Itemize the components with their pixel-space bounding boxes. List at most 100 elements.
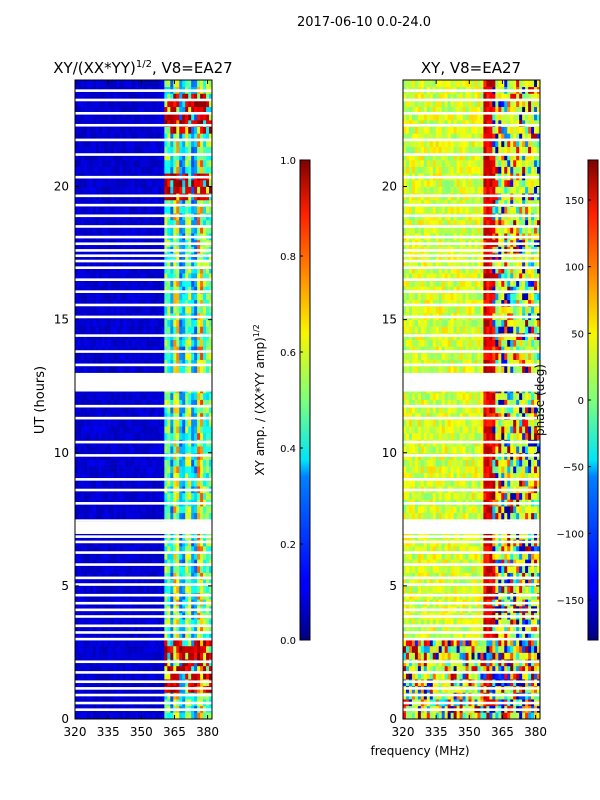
heatmap-cell (423, 712, 428, 719)
heatmap-cell (137, 399, 141, 407)
heatmap-cell (86, 166, 91, 174)
heatmap-cell (516, 665, 520, 673)
heatmap-cell (179, 559, 183, 567)
heatmap-cell (176, 159, 180, 167)
heatmap-cell (167, 133, 171, 141)
heatmap-cell (134, 186, 138, 194)
heatmap-cell (167, 166, 171, 174)
heatmap-cell (107, 459, 112, 467)
heatmap-cell (110, 665, 115, 673)
heatmap-cell (188, 299, 192, 307)
heatmap-cell (152, 459, 156, 467)
heatmap-cell (80, 153, 85, 161)
heatmap-cell (137, 585, 141, 593)
heatmap-cell (122, 133, 127, 141)
heatmap-cell (170, 199, 174, 207)
heatmap-cell (86, 565, 91, 573)
heatmap-cell (83, 99, 88, 108)
heatmap-cell (107, 559, 112, 567)
heatmap-cell (113, 352, 118, 360)
heatmap-cell (131, 126, 135, 134)
heatmap-cell (128, 512, 132, 520)
heatmap-cell (122, 652, 127, 660)
heatmap-cell (179, 273, 183, 281)
heatmap-cell (125, 459, 130, 467)
heatmap-cell (128, 259, 132, 267)
heatmap-cell (185, 339, 189, 347)
heatmap-cell (110, 133, 115, 141)
heatmap-cell (131, 572, 135, 580)
heatmap-cell (77, 585, 82, 593)
heatmap-cell (122, 392, 127, 400)
heatmap-cell (92, 639, 97, 647)
heatmap-cell (77, 632, 82, 640)
heatmap-cell (405, 652, 410, 660)
heatmap-cell (116, 459, 121, 467)
heatmap-cell (143, 139, 147, 147)
heatmap-cell (179, 419, 183, 427)
heatmap-cell (170, 585, 174, 593)
heatmap-cell (161, 472, 165, 480)
heatmap-cell (92, 346, 97, 354)
heatmap-cell (188, 146, 192, 154)
heatmap-cell (131, 506, 135, 514)
heatmap-cell (417, 712, 422, 719)
heatmap-cell (104, 645, 109, 653)
heatmap-cell (170, 672, 174, 680)
heatmap-cell (209, 426, 212, 434)
flagged-block (75, 374, 212, 392)
heatmap-cell (134, 512, 138, 520)
heatmap-cell (98, 579, 103, 587)
heatmap-cell (501, 665, 505, 673)
heatmap-cell (161, 645, 165, 653)
heatmap-cell (191, 126, 195, 134)
heatmap-cell (122, 273, 127, 281)
heatmap-cell (104, 565, 109, 573)
heatmap-cell (200, 565, 204, 573)
heatmap-cell (98, 133, 103, 141)
heatmap-cell (209, 106, 212, 114)
heatmap-cell (131, 559, 135, 567)
heatmap-cell (438, 652, 443, 660)
heatmap-cell (143, 339, 147, 347)
heatmap-cell (167, 712, 171, 719)
heatmap-cell (173, 186, 177, 194)
heatmap-cell (152, 352, 156, 360)
heatmap-cell (480, 652, 484, 660)
heatmap-cell (203, 259, 207, 267)
heatmap-cell (197, 625, 201, 633)
heatmap-cell (194, 645, 198, 653)
heatmap-cell (200, 93, 204, 101)
heatmap-cell (149, 645, 153, 653)
heatmap-cell (116, 392, 121, 400)
heatmap-cell (155, 339, 159, 347)
heatmap-cell (83, 93, 88, 101)
heatmap-cell (173, 399, 177, 407)
flagged-row (75, 203, 212, 207)
heatmap-cell (188, 106, 192, 114)
heatmap-cell (104, 512, 109, 520)
heatmap-cell (134, 552, 138, 560)
heatmap-cell (203, 139, 207, 147)
heatmap-cell (95, 492, 100, 500)
heatmap-cell (471, 712, 475, 719)
heatmap-cell (101, 319, 106, 327)
heatmap-cell (149, 352, 153, 360)
heatmap-cell (194, 392, 198, 400)
heatmap-cell (182, 545, 186, 553)
heatmap-cell (191, 426, 195, 434)
heatmap-cell (89, 306, 94, 314)
heatmap-cell (188, 93, 192, 101)
flagged-row (75, 194, 212, 198)
heatmap-cell (170, 632, 174, 640)
heatmap-cell (155, 665, 159, 673)
heatmap-cell (158, 585, 162, 593)
heatmap-cell (134, 299, 138, 307)
heatmap-cell (167, 326, 171, 334)
heatmap-cell (146, 139, 150, 147)
heatmap-cell (137, 146, 141, 154)
heatmap-cell (101, 146, 106, 154)
heatmap-cell (185, 219, 189, 227)
heatmap-cell (188, 126, 192, 134)
heatmap-cell (134, 712, 138, 719)
